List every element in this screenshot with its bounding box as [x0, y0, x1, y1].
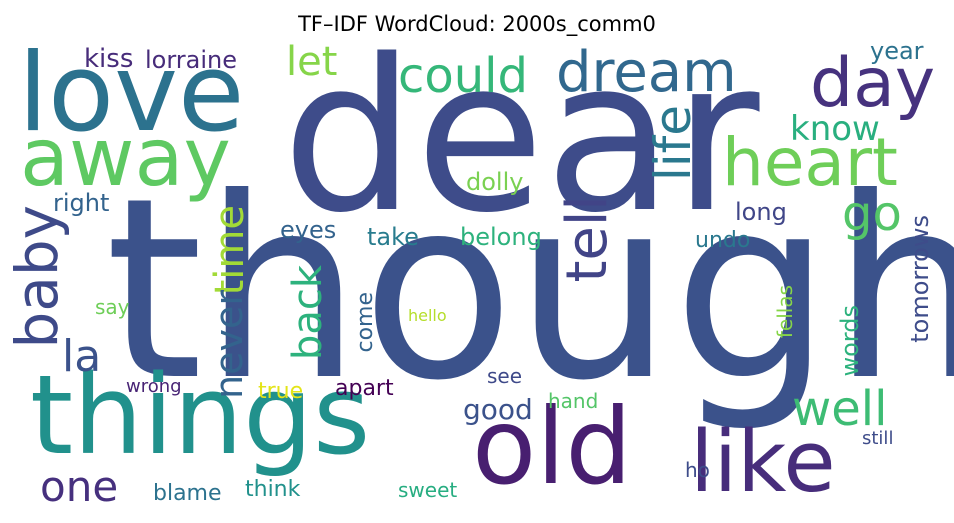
- word-hello: hello: [408, 306, 447, 325]
- word-day: day: [810, 44, 936, 123]
- word-right: right: [53, 189, 110, 217]
- word-blame: blame: [153, 481, 222, 506]
- word-let: let: [286, 39, 338, 85]
- word-still: still: [862, 428, 894, 449]
- word-say: say: [95, 295, 130, 319]
- word-dolly: dolly: [466, 168, 524, 196]
- word-love: love: [18, 31, 245, 156]
- word-apart: apart: [335, 376, 394, 401]
- word-time: time: [207, 205, 253, 296]
- word-back: back: [285, 265, 331, 361]
- word-away: away: [20, 111, 231, 204]
- word-heart: heart: [722, 124, 898, 201]
- word-never: never: [207, 290, 251, 399]
- word-undo: undo: [695, 228, 751, 253]
- word-fellas: fellas: [773, 285, 797, 339]
- word-lorraine: lorraine: [145, 46, 238, 74]
- word-well: well: [792, 381, 888, 437]
- word-eyes: eyes: [280, 216, 337, 244]
- word-long: long: [735, 198, 787, 226]
- word-true: true: [258, 379, 304, 404]
- word-think: think: [245, 477, 301, 502]
- wordcloud-title: TF–IDF WordCloud: 2000s_comm0: [298, 12, 656, 36]
- word-kiss: kiss: [84, 44, 134, 74]
- word-see: see: [487, 364, 523, 388]
- word-tomorrows: tomorrows: [906, 215, 934, 343]
- word-wrong: wrong: [126, 376, 182, 397]
- word-belong: belong: [460, 223, 542, 251]
- word-though: though: [105, 144, 954, 435]
- word-like: like: [690, 413, 836, 512]
- word-dear: dear: [282, 14, 760, 259]
- word-come: come: [353, 292, 378, 353]
- word-hand: hand: [548, 389, 599, 413]
- word-life: life: [644, 105, 702, 182]
- word-things: things: [30, 351, 371, 479]
- word-words: words: [836, 305, 864, 377]
- word-sweet: sweet: [398, 478, 458, 502]
- word-go: go: [842, 186, 902, 242]
- word-know: know: [790, 109, 880, 149]
- word-tell: tell: [555, 195, 620, 283]
- word-ho: ho: [685, 458, 710, 482]
- word-dream: dream: [556, 40, 737, 105]
- word-one: one: [40, 462, 119, 511]
- word-la: la: [62, 331, 102, 382]
- word-good: good: [463, 393, 533, 426]
- word-could: could: [398, 48, 528, 104]
- word-take: take: [367, 223, 419, 251]
- word-old: old: [472, 386, 633, 508]
- word-year: year: [870, 37, 924, 65]
- word-baby: baby: [3, 205, 71, 349]
